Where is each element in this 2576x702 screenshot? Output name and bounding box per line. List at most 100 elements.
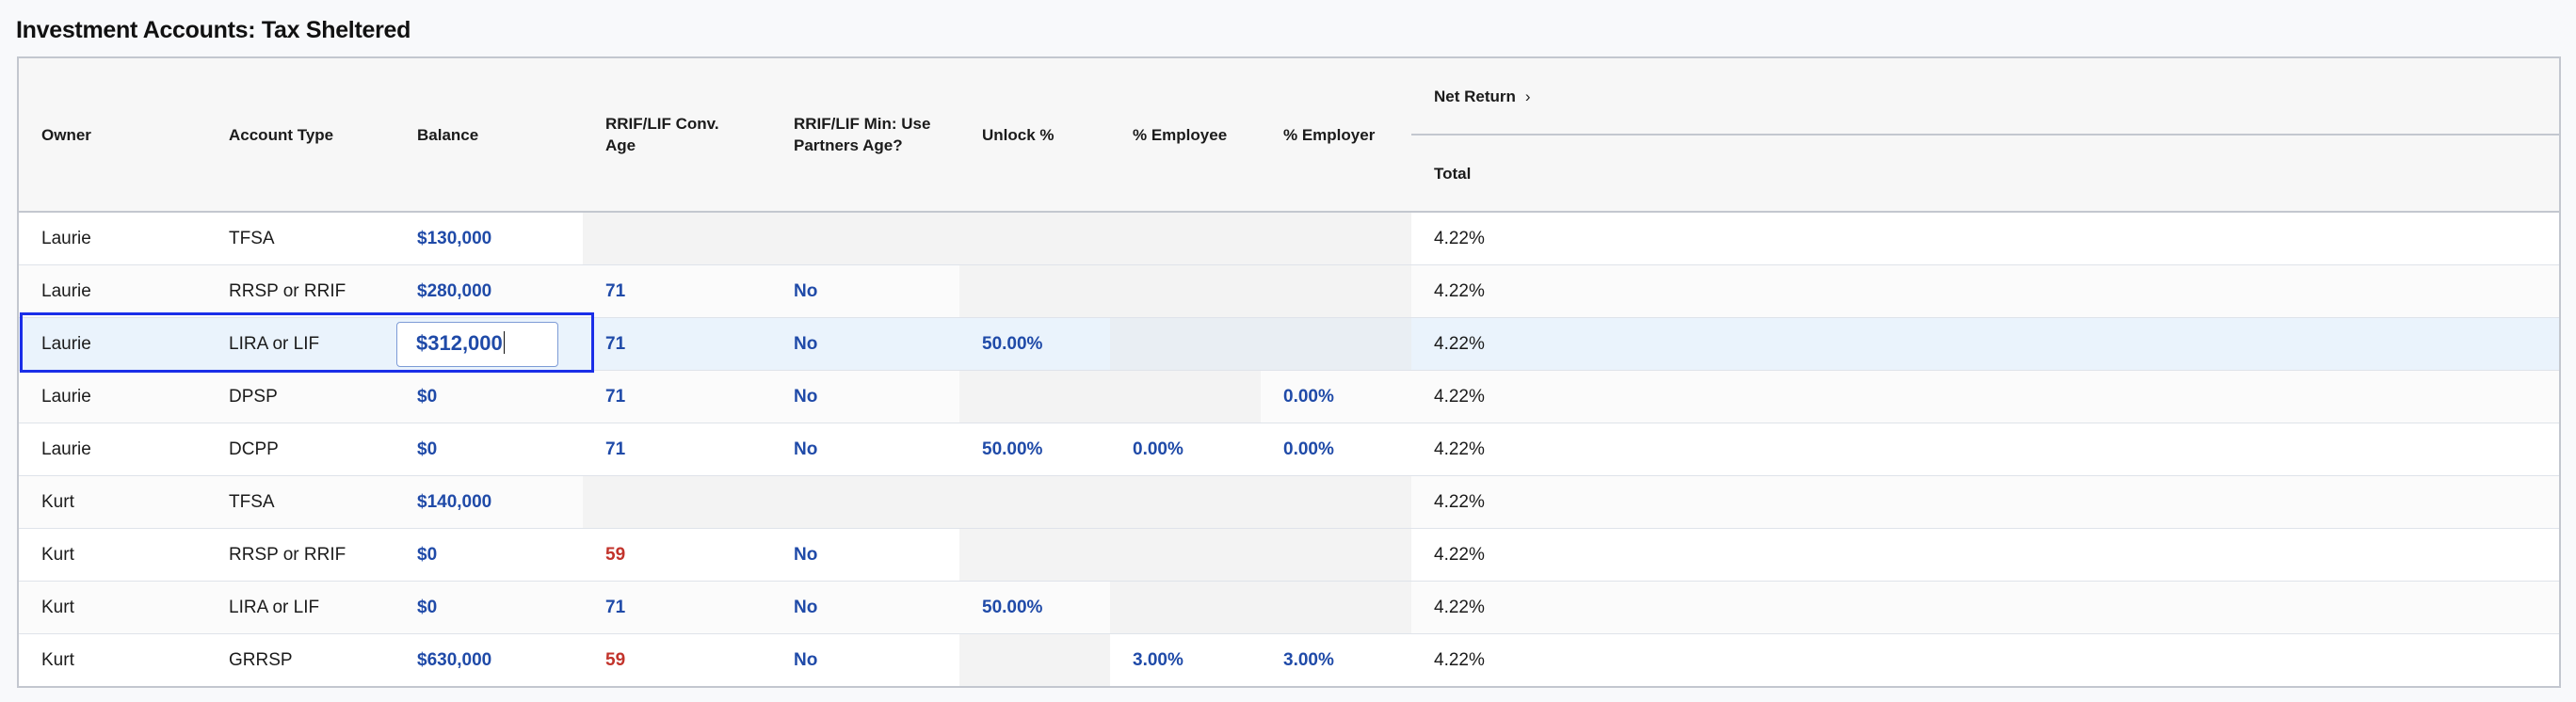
cell-balance[interactable]: $312,000 [394, 317, 583, 371]
employee-value[interactable]: 0.00% [1133, 439, 1183, 459]
owner-value: Laurie [41, 280, 91, 301]
balance-value[interactable]: $0 [417, 597, 438, 617]
use-partner-age-value[interactable]: No [794, 386, 818, 407]
use-partner-age-value[interactable]: No [794, 649, 818, 670]
table-row[interactable]: Kurt LIRA or LIF $0 71 No 50.00% 4.22% [18, 581, 2560, 634]
cell-balance[interactable]: $630,000 [394, 634, 583, 688]
table-row[interactable]: Laurie DCPP $0 71 No 50.00% 0.00% 0.00% 4.22% [18, 423, 2560, 476]
cell-unlock[interactable]: 50.00% [959, 423, 1110, 476]
unlock-value[interactable]: 50.00% [982, 439, 1043, 459]
balance-input[interactable]: $312,000 [396, 321, 558, 367]
use-partner-age-value[interactable]: No [794, 280, 818, 301]
text-cursor [503, 330, 505, 354]
cell-employee [1110, 528, 1261, 582]
cell-owner: Laurie [18, 212, 206, 265]
header-total: Total [1411, 135, 2560, 212]
cell-conv-age[interactable]: 71 [583, 317, 771, 371]
cell-balance[interactable]: $130,000 [394, 212, 583, 265]
owner-value: Kurt [41, 491, 74, 512]
cell-balance[interactable]: $0 [394, 528, 583, 582]
balance-value[interactable]: $0 [417, 439, 438, 459]
cell-conv-age[interactable]: 71 [583, 264, 771, 318]
tax-sheltered-accounts-table: Owner Account Type Balance RRIF/LIF Conv… [17, 56, 2561, 688]
cell-employer[interactable]: 0.00% [1261, 370, 1411, 423]
cell-unlock[interactable]: 50.00% [959, 317, 1110, 371]
employee-value[interactable]: 3.00% [1133, 649, 1183, 670]
cell-use-partner-age[interactable]: No [771, 528, 959, 582]
conv-age-value[interactable]: 59 [605, 649, 626, 670]
cell-conv-age[interactable]: 59 [583, 528, 771, 582]
cell-use-partner-age[interactable]: No [771, 634, 959, 688]
cell-unlock [959, 633, 1110, 687]
cell-balance[interactable]: $280,000 [394, 264, 583, 318]
table-row[interactable]: Laurie LIRA or LIF $312,000 71 No 50.00% 4.22% [18, 317, 2560, 371]
owner-value: Laurie [41, 333, 91, 354]
cell-conv-age[interactable]: 71 [583, 581, 771, 634]
use-partner-age-value[interactable]: No [794, 544, 818, 565]
cell-balance[interactable]: $0 [394, 581, 583, 634]
table-row[interactable]: Laurie DPSP $0 71 No 0.00% 4.22% [18, 370, 2560, 423]
cell-use-partner-age[interactable]: No [771, 264, 959, 318]
conv-age-value[interactable]: 71 [605, 597, 626, 617]
header-net-return-label[interactable]: Net Return [1434, 87, 1516, 105]
use-partner-age-value[interactable]: No [794, 597, 818, 617]
header-net-return-group[interactable]: Net Return › [1411, 57, 2560, 136]
cell-employee [1110, 581, 1261, 634]
balance-value[interactable]: $280,000 [417, 280, 492, 301]
cell-total: 4.22% [1411, 581, 2560, 634]
employer-value[interactable]: 0.00% [1283, 386, 1334, 407]
cell-employee [1110, 212, 1261, 265]
employer-value[interactable]: 3.00% [1283, 649, 1334, 670]
balance-value[interactable]: $630,000 [417, 649, 492, 670]
conv-age-value[interactable]: 71 [605, 280, 626, 301]
unlock-value[interactable]: 50.00% [982, 333, 1043, 354]
owner-value: Laurie [41, 386, 91, 407]
cell-balance[interactable]: $0 [394, 423, 583, 476]
header-employee: % Employee [1110, 57, 1261, 212]
balance-value[interactable]: $0 [417, 386, 438, 407]
cell-use-partner-age[interactable]: No [771, 370, 959, 423]
cell-employer [1261, 317, 1411, 371]
cell-employee[interactable]: 3.00% [1110, 634, 1261, 688]
account-type-value: TFSA [229, 491, 275, 512]
use-partner-age-value[interactable]: No [794, 439, 818, 459]
cell-employee[interactable]: 0.00% [1110, 423, 1261, 476]
conv-age-value[interactable]: 71 [605, 439, 626, 459]
unlock-value[interactable]: 50.00% [982, 597, 1043, 617]
total-value: 4.22% [1434, 280, 1485, 301]
cell-use-partner-age[interactable]: No [771, 581, 959, 634]
balance-value[interactable]: $130,000 [417, 228, 492, 248]
chevron-right-icon[interactable]: › [1524, 87, 1531, 105]
employer-value[interactable]: 0.00% [1283, 439, 1334, 459]
cell-employee [1110, 475, 1261, 529]
cell-conv-age[interactable]: 71 [583, 423, 771, 476]
cell-balance[interactable]: $140,000 [394, 475, 583, 529]
owner-value: Kurt [41, 597, 74, 617]
balance-value[interactable]: $0 [417, 544, 438, 565]
cell-employer[interactable]: 3.00% [1261, 634, 1411, 688]
cell-conv-age[interactable]: 71 [583, 370, 771, 423]
conv-age-value[interactable]: 71 [605, 386, 626, 407]
cell-use-partner-age[interactable]: No [771, 423, 959, 476]
cell-unlock[interactable]: 50.00% [959, 581, 1110, 634]
cell-use-partner-age[interactable]: No [771, 317, 959, 371]
cell-total: 4.22% [1411, 212, 2560, 265]
cell-employer[interactable]: 0.00% [1261, 423, 1411, 476]
table-row[interactable]: Kurt GRRSP $630,000 59 No 3.00% 3.00% 4.22% [18, 633, 2560, 688]
use-partner-age-value[interactable]: No [794, 333, 818, 354]
table-row[interactable]: Laurie RRSP or RRIF $280,000 71 No 4.22% [18, 264, 2560, 318]
cell-account-type: RRSP or RRIF [206, 264, 394, 318]
header-unlock: Unlock % [959, 57, 1110, 212]
conv-age-value[interactable]: 59 [605, 544, 626, 565]
cell-balance[interactable]: $0 [394, 370, 583, 423]
header-conv-age: RRIF/LIF Conv. Age [583, 57, 771, 212]
table-row[interactable]: Kurt TFSA $140,000 4.22% [18, 475, 2560, 529]
balance-value[interactable]: $140,000 [417, 491, 492, 512]
conv-age-value[interactable]: 71 [605, 333, 626, 354]
cell-employer [1261, 581, 1411, 634]
cell-total: 4.22% [1411, 475, 2560, 529]
table-row[interactable]: Laurie TFSA $130,000 4.22% [18, 212, 2560, 265]
owner-value: Kurt [41, 649, 74, 670]
table-row[interactable]: Kurt RRSP or RRIF $0 59 No 4.22% [18, 528, 2560, 582]
cell-conv-age[interactable]: 59 [583, 634, 771, 688]
